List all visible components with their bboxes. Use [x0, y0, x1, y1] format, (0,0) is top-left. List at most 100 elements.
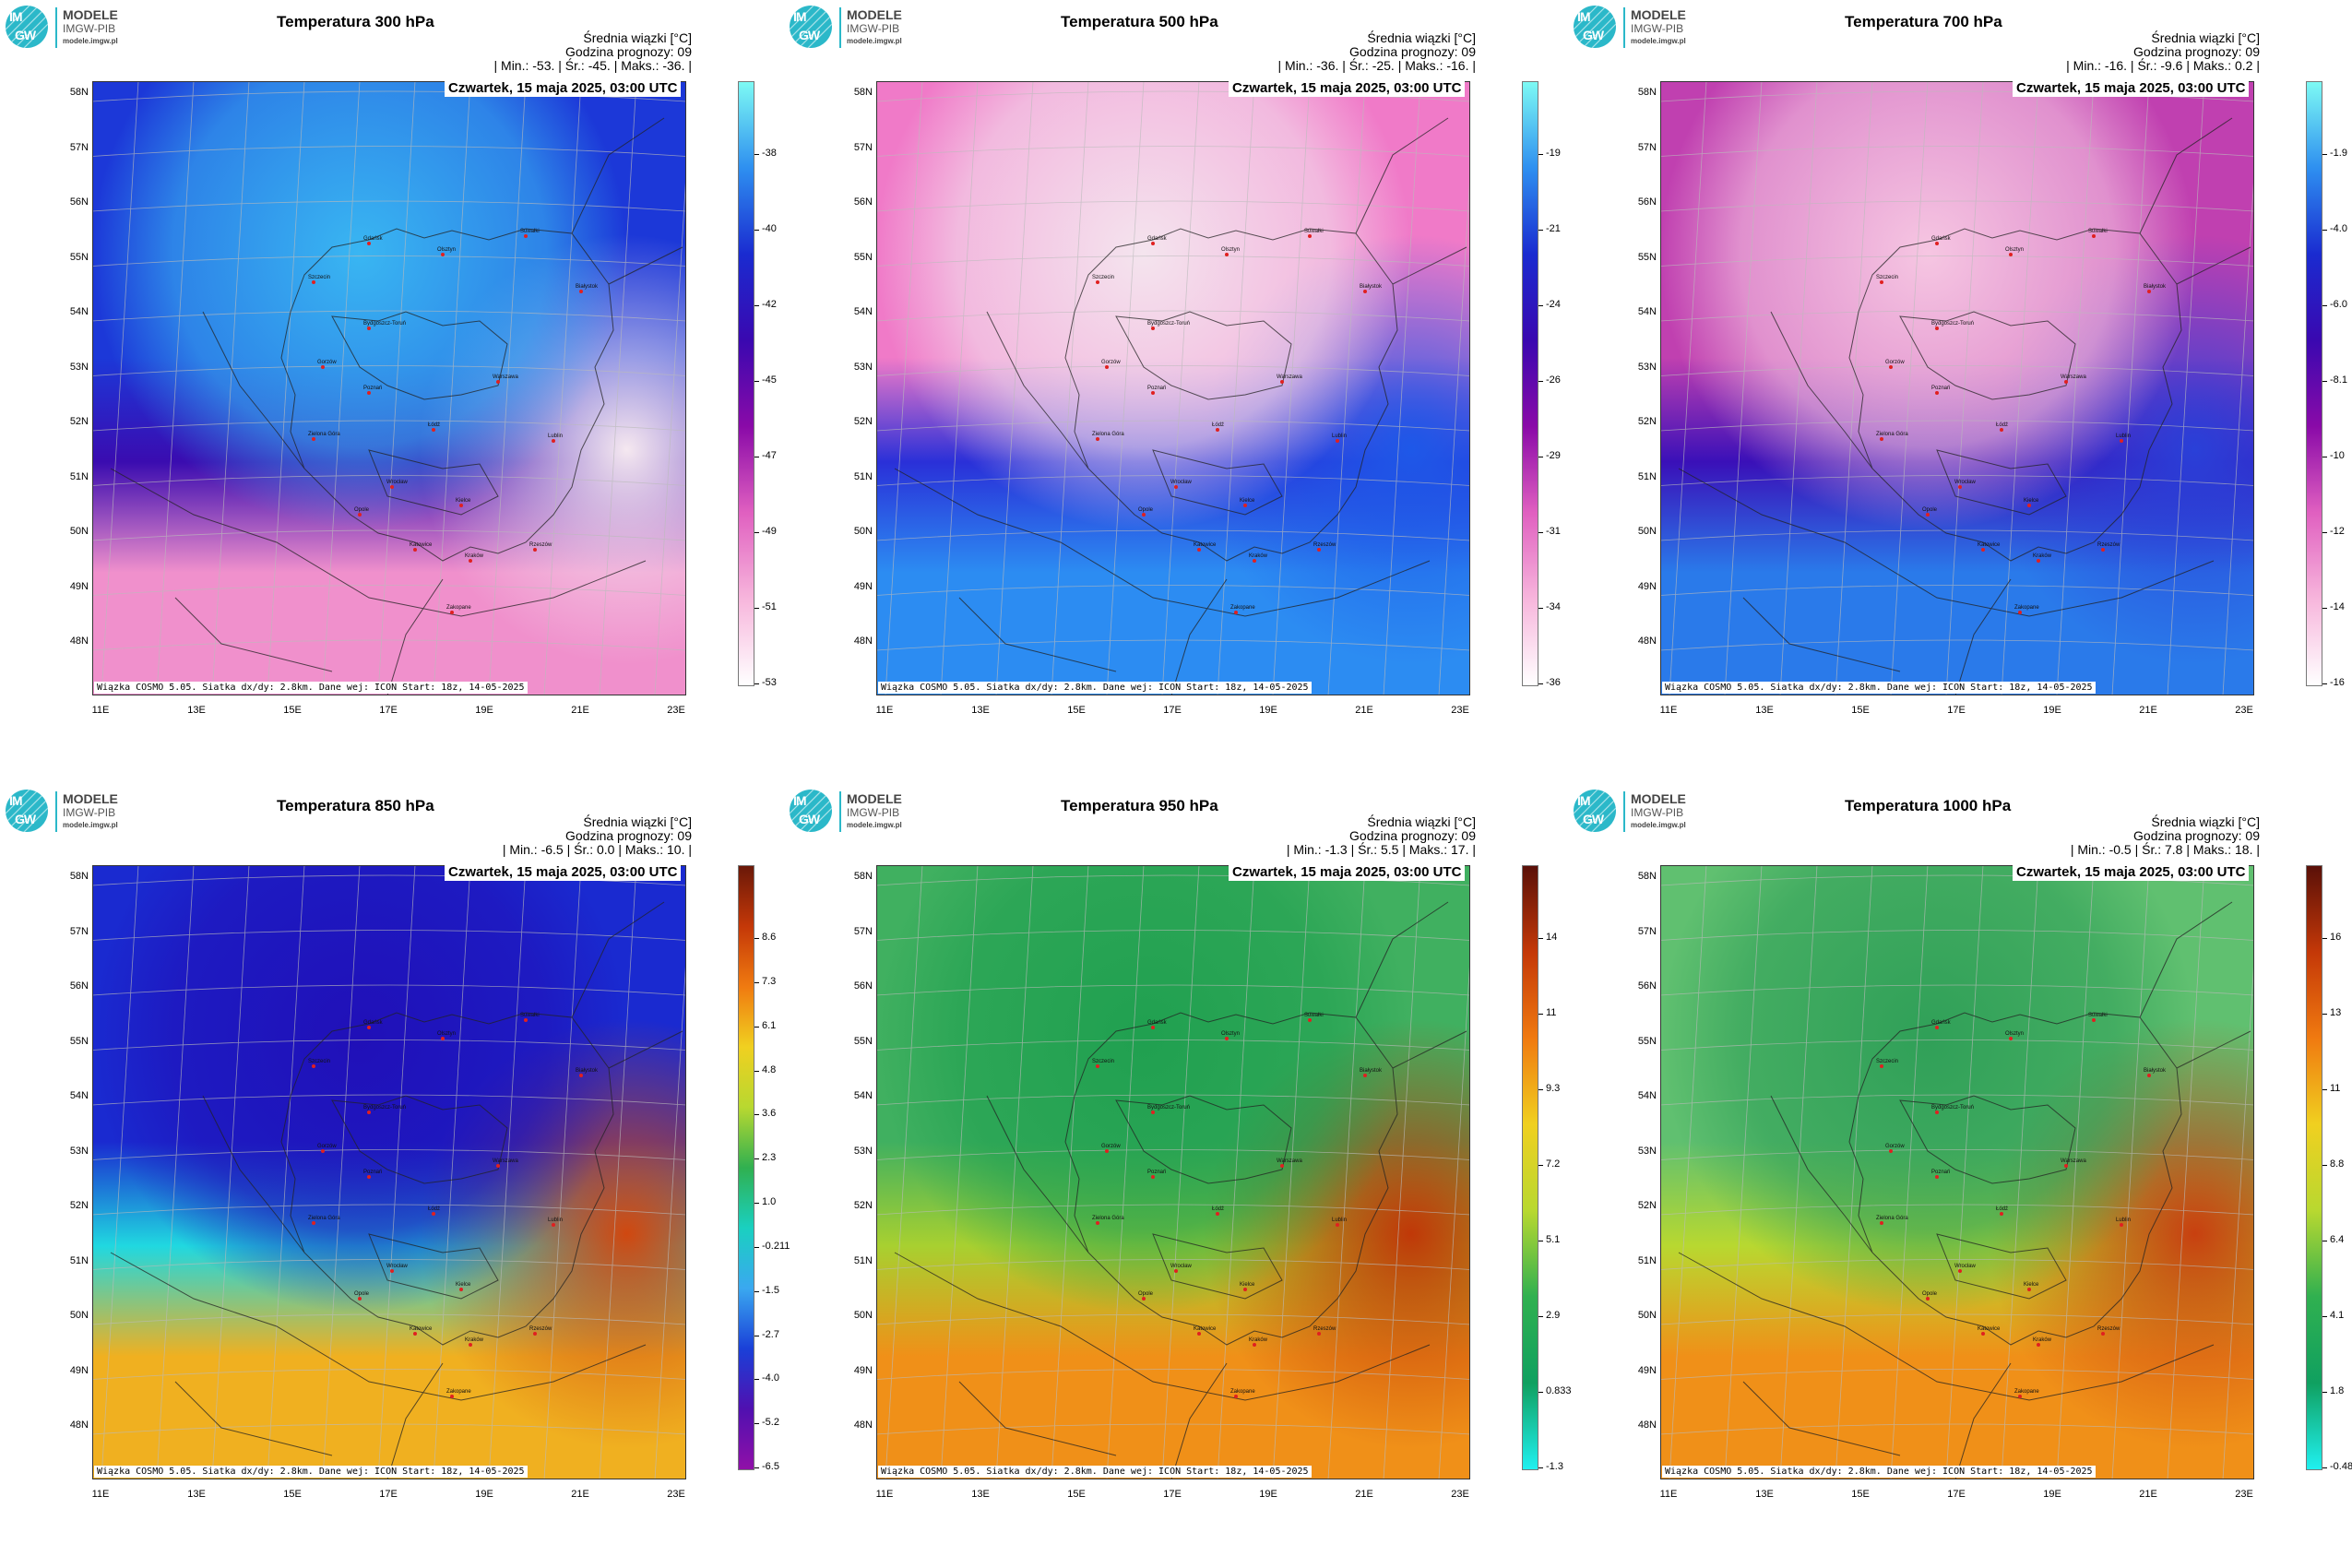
lon-label: 19E: [2043, 1489, 2061, 1500]
city-label: Zakopane: [446, 1389, 471, 1395]
colorbar: [2306, 865, 2322, 1470]
city-marker: [1105, 1149, 1109, 1153]
logo-mark-2: GW: [15, 28, 36, 42]
logo-title: MODELE: [63, 7, 118, 22]
city-marker: [2101, 1332, 2105, 1336]
city-label: Kraków: [465, 553, 484, 559]
min-mean-max: | Min.: -16. | Śr.: -9.6 | Maks.: 0.2 |: [2066, 58, 2260, 73]
city-marker: [1243, 504, 1247, 507]
city-label: Zakopane: [446, 605, 471, 611]
colorbar: [1522, 865, 1538, 1470]
colorbar-tick: -38: [754, 148, 777, 159]
colorbar-tick: 4.8: [754, 1063, 777, 1075]
city-label: Bydgoszcz-Toruń: [363, 1105, 406, 1111]
lat-label: 48N: [69, 1420, 89, 1431]
lon-label: 11E: [91, 1489, 110, 1500]
city-marker: [1151, 391, 1155, 395]
colorbar-tick: -49: [754, 526, 777, 537]
city-marker: [1935, 242, 1939, 245]
city-label: Białystok: [2144, 1068, 2167, 1074]
colorbar-tick: -4.0: [2322, 223, 2347, 234]
city-label: Gorzów: [1101, 1144, 1121, 1149]
lon-label: 11E: [875, 1489, 894, 1500]
city-label: Poznań: [1147, 1170, 1166, 1175]
city-marker: [2037, 559, 2040, 563]
lon-label: 19E: [475, 705, 493, 716]
city-marker: [2120, 1223, 2123, 1227]
city-marker: [2000, 1212, 2003, 1216]
colorbar-tick: -24: [1538, 299, 1561, 310]
city-markers: Gdańsk Olsztyn Suwałki Białystok Szczecin Byd…: [308, 1013, 599, 1398]
city-label: Lublin: [1332, 1218, 1347, 1223]
city-marker: [1880, 437, 1883, 441]
lat-label: 52N: [69, 1200, 89, 1211]
city-marker: [1926, 513, 1930, 517]
city-label: Warszawa: [1277, 1158, 1302, 1164]
city-marker: [2101, 548, 2105, 552]
city-label: Lublin: [2116, 434, 2131, 439]
city-label: Zielona Góra: [308, 432, 340, 437]
city-label: Katowice: [1194, 542, 1217, 548]
city-label: Gdańsk: [363, 1020, 384, 1026]
city-marker: [1280, 1164, 1284, 1168]
imgw-logo-icon: IM GW: [790, 6, 832, 48]
city-label: Zielona Góra: [1876, 1216, 1908, 1221]
city-marker: [1935, 1175, 1939, 1179]
colorbar-tick: 4.1: [2322, 1310, 2345, 1321]
lat-label: 51N: [69, 470, 89, 482]
colorbar-tick: -31: [1538, 526, 1561, 537]
lat-label: 48N: [69, 636, 89, 647]
city-marker: [1174, 485, 1178, 489]
lat-label: 54N: [853, 306, 873, 317]
colorbar-tick: -10: [2322, 450, 2345, 461]
city-marker: [1889, 365, 1893, 369]
city-label: Gdańsk: [1931, 236, 1952, 242]
city-marker: [1225, 253, 1229, 256]
panel-500hpa: IM GW MODELE IMGW-PIB modele.imgw.pl Tem…: [784, 0, 1568, 784]
city-label: Lublin: [548, 1218, 563, 1223]
city-marker: [1142, 513, 1146, 517]
city-label: Opole: [1922, 1291, 1938, 1297]
city-marker: [312, 280, 315, 284]
min-mean-max: | Min.: -0.5 | Śr.: 7.8 | Maks.: 18. |: [2070, 842, 2260, 857]
lon-label: 17E: [1947, 1489, 1966, 1500]
city-marker: [367, 1111, 371, 1114]
city-marker: [2147, 290, 2151, 293]
city-label: Olsztyn: [2005, 247, 2024, 253]
city-label: Białystok: [576, 284, 599, 290]
imgw-logo-icon: IM GW: [790, 790, 832, 832]
stats-block: Średnia wiązki [°C] Godzina prognozy: 09…: [1287, 815, 1476, 857]
lon-label: 19E: [1259, 1489, 1277, 1500]
city-label: Katowice: [410, 542, 433, 548]
city-marker: [367, 391, 371, 395]
city-label: Poznań: [363, 386, 382, 391]
city-label: Wrocław: [1954, 1264, 1977, 1269]
city-marker: [1225, 1037, 1229, 1040]
lat-label: 52N: [853, 416, 873, 427]
lon-label: 21E: [2139, 1489, 2157, 1500]
valid-date: Czwartek, 15 maja 2025, 03:00 UTC: [2013, 79, 2250, 97]
lat-label: 51N: [1637, 470, 1657, 482]
city-marker: [1308, 1018, 1312, 1022]
city-marker: [2120, 439, 2123, 443]
stats-block: Średnia wiązki [°C] Godzina prognozy: 09…: [2071, 815, 2260, 857]
panel-950hpa: IM GW MODELE IMGW-PIB modele.imgw.pl Tem…: [784, 784, 1572, 1568]
city-label: Olsztyn: [2005, 1031, 2024, 1037]
city-label: Suwałki: [2088, 229, 2108, 234]
city-marker: [1958, 1269, 1962, 1273]
city-marker: [312, 1221, 315, 1225]
colorbar-tick: -1.3: [1538, 1461, 1563, 1472]
city-marker: [524, 234, 528, 238]
units-label: Średnia wiązki [°C]: [2151, 814, 2260, 829]
city-label: Opole: [1138, 1291, 1154, 1297]
lon-label: 21E: [2139, 705, 2157, 716]
city-marker: [1981, 1332, 1985, 1336]
lat-label: 55N: [853, 1035, 873, 1047]
lat-label: 58N: [853, 87, 873, 98]
city-label: Lublin: [2116, 1218, 2131, 1223]
city-label: Suwałki: [1304, 1013, 1324, 1018]
logo-mark-1: IM: [1577, 793, 1591, 808]
city-marker: [321, 1149, 325, 1153]
logo-mark-2: GW: [1583, 28, 1604, 42]
lat-label: 57N: [1637, 141, 1657, 153]
